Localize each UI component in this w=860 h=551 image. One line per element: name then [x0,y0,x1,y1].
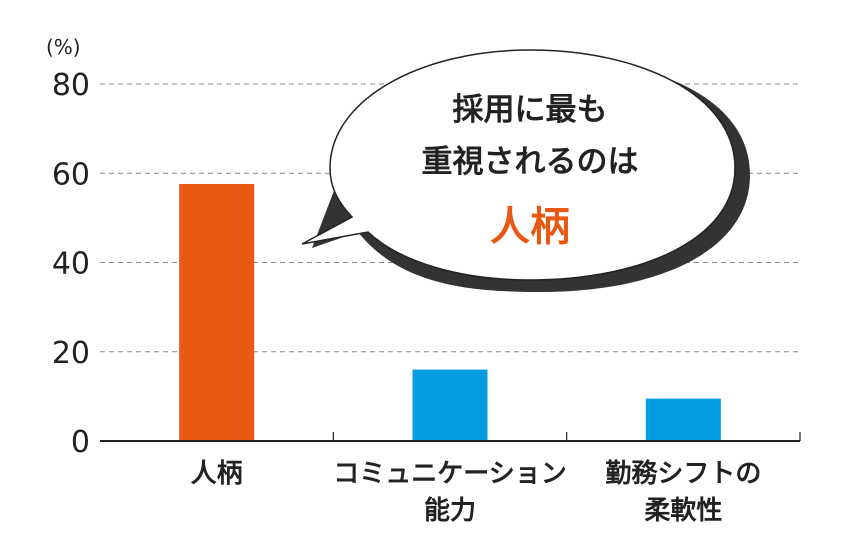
speech-bubble: 採用に最も 重視されるのは 人柄 [301,49,750,292]
y-unit-label: (%) [46,35,81,59]
bar [645,398,721,441]
y-tick-label: 0 [71,425,90,460]
annotation-highlight: 人柄 [490,204,570,250]
annotation-line-2: 重視されるのは [422,144,639,180]
bar [179,183,255,441]
x-category-label: 能力 [424,495,476,526]
x-category-label: 柔軟性 [644,495,722,526]
x-category-label: 人柄 [191,459,243,489]
y-tick-label: 20 [52,336,90,371]
annotation-line-1: 採用に最も [453,92,608,128]
x-category-label: コミュニケーション [333,459,566,489]
bar [412,369,488,441]
y-tick-label: 60 [52,157,90,192]
x-category-label: 勤務シフトの [605,459,761,489]
y-tick-label: 80 [52,68,90,103]
speech-bubble-body [301,49,736,281]
y-tick-label: 40 [52,247,90,282]
